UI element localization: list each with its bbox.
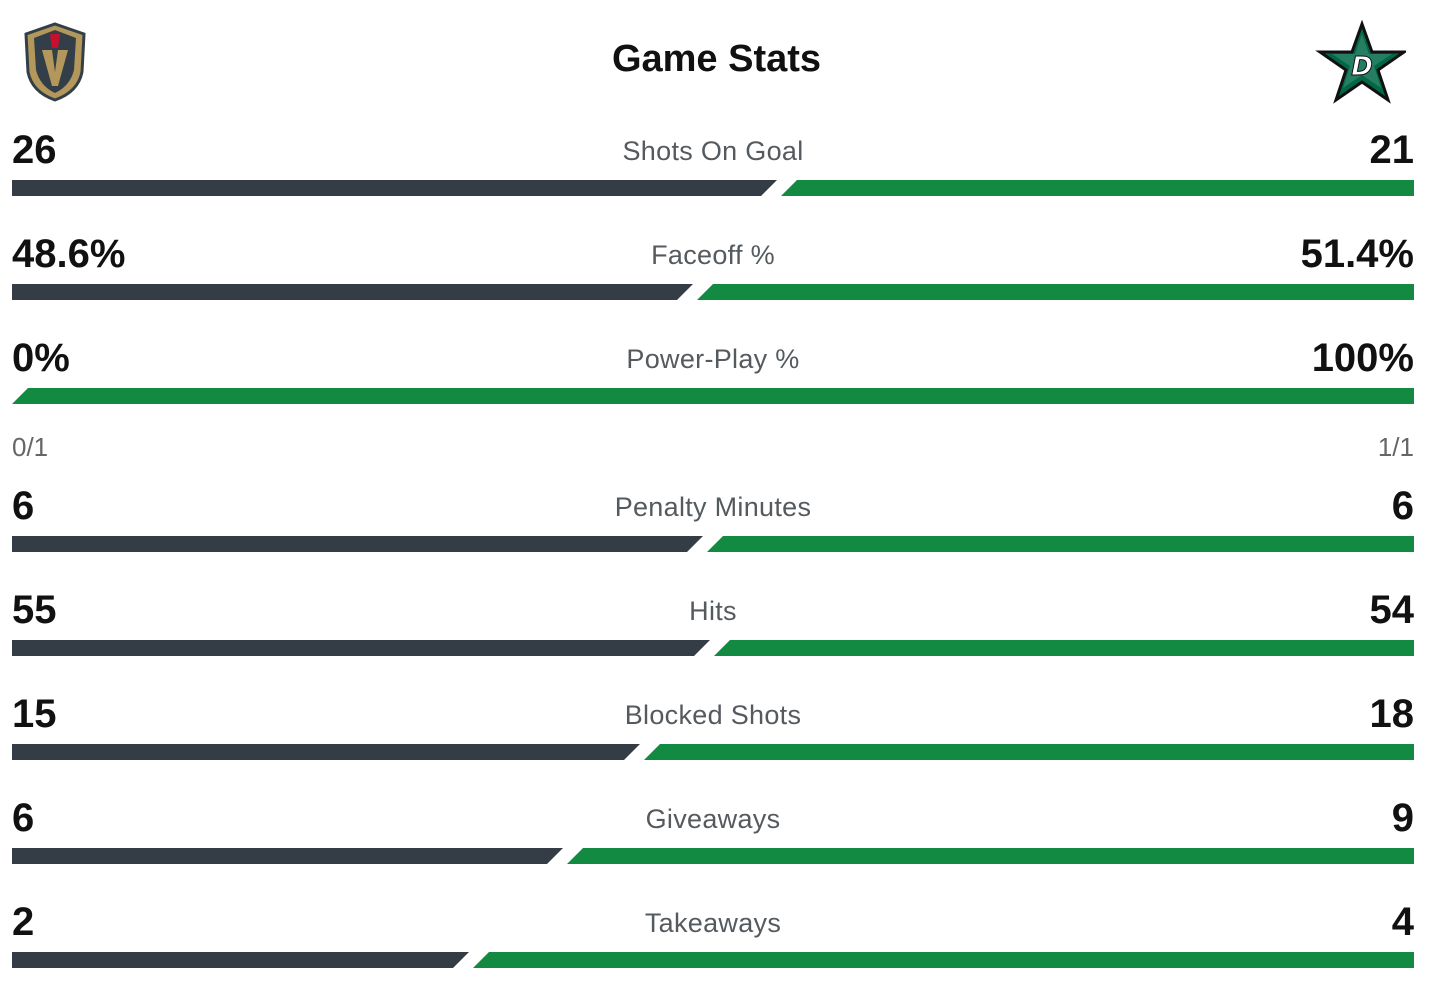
away-stat-value: 9: [1391, 796, 1414, 840]
away-bar-segment: [707, 536, 1414, 552]
home-stat-value: 55: [12, 588, 57, 632]
home-bar-segment: [12, 180, 777, 196]
comparison-bar-svg: [12, 952, 1414, 968]
comparison-bar-svg: [12, 744, 1414, 760]
away-bar-segment: [714, 640, 1414, 656]
away-bar-segment: [781, 180, 1414, 196]
stat-label: Power-Play %: [626, 344, 800, 374]
stat-row: 15 Blocked Shots 18: [12, 684, 1414, 784]
comparison-bar: [12, 180, 1414, 196]
comparison-bar-svg: [12, 848, 1414, 864]
home-power-play-fraction: 0/1: [12, 432, 49, 462]
stat-label: Giveaways: [645, 804, 781, 834]
away-bar-segment: [697, 284, 1414, 300]
comparison-bar: [12, 744, 1414, 760]
home-stat-value: 0%: [12, 336, 70, 380]
stat-label: Hits: [689, 596, 737, 626]
away-stat-value: 54: [1369, 588, 1415, 632]
home-stat-value: 6: [12, 484, 35, 528]
away-bar-segment: [644, 744, 1414, 760]
stat-row: 48.6% Faceoff % 51.4%: [12, 224, 1414, 324]
away-power-play-fraction: 1/1: [1377, 432, 1414, 462]
dallas-stars-logo-icon: D: [1306, 19, 1409, 104]
comparison-bar: [12, 640, 1414, 656]
comparison-bar: [12, 388, 1414, 404]
comparison-bar: [12, 848, 1414, 864]
home-stat-value: 26: [12, 128, 57, 172]
stat-row: 55 Hits 54: [12, 580, 1414, 680]
comparison-bar-svg: [12, 180, 1414, 196]
home-stat-value: 6: [12, 796, 35, 840]
stat-label: Blocked Shots: [624, 700, 802, 730]
stat-row: 0% Power-Play % 100%: [12, 328, 1414, 428]
away-bar-segment: [567, 848, 1414, 864]
comparison-bar: [12, 952, 1414, 968]
stat-label: Faceoff %: [651, 240, 775, 270]
away-stat-value: 51.4%: [1300, 232, 1414, 276]
golden-knights-logo-icon: [20, 20, 110, 104]
home-bar-segment: [12, 640, 710, 656]
away-bar-segment: [473, 952, 1414, 968]
away-stat-value: 21: [1369, 128, 1415, 172]
away-bar-segment: [12, 388, 1414, 404]
home-bar-segment: [12, 848, 563, 864]
home-stat-value: 48.6%: [12, 232, 126, 276]
comparison-bar-svg: [12, 536, 1414, 552]
away-stat-value: 18: [1369, 692, 1415, 736]
game-stats-header: Game Stats D: [0, 0, 1433, 120]
away-stat-value: 4: [1391, 900, 1414, 944]
home-stat-value: 2: [12, 900, 35, 944]
stat-row: 6 Penalty Minutes 6: [12, 476, 1414, 576]
home-bar-segment: [12, 744, 640, 760]
stat-row: 2 Takeaways 4: [12, 892, 1414, 992]
comparison-bar: [12, 536, 1414, 552]
stat-row: 26 Shots On Goal 21: [12, 120, 1414, 220]
stat-label: Penalty Minutes: [614, 492, 812, 522]
stat-row: 6 Giveaways 9: [12, 788, 1414, 888]
away-stat-value: 100%: [1311, 336, 1414, 380]
home-stat-value: 15: [12, 692, 57, 736]
stat-label: Shots On Goal: [622, 136, 804, 166]
page-title: Game Stats: [611, 38, 822, 80]
comparison-bar-svg: [12, 388, 1414, 404]
away-stat-value: 6: [1391, 484, 1414, 528]
home-bar-segment: [12, 952, 469, 968]
comparison-bar-svg: [12, 640, 1414, 656]
home-bar-segment: [12, 536, 703, 552]
comparison-bar-svg: [12, 284, 1414, 300]
home-bar-segment: [12, 284, 693, 300]
comparison-bar: [12, 284, 1414, 300]
svg-text:D: D: [1351, 52, 1373, 82]
stat-label: Takeaways: [644, 908, 782, 938]
